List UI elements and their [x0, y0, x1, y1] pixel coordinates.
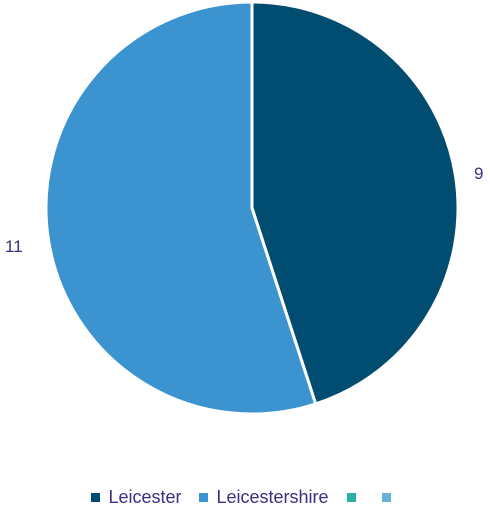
legend-item-4: [381, 493, 399, 502]
legend-swatch-4: [381, 493, 391, 502]
legend-item-leicester: Leicester: [91, 487, 181, 508]
pie-slice-leicestershire: [44, 0, 318, 416]
legend-item-3: [346, 493, 364, 502]
legend-label-leicestershire: Leicestershire: [216, 487, 329, 507]
pie-slices: [44, 0, 460, 416]
legend-label-leicester: Leicester: [108, 487, 182, 507]
data-label-leicestershire: 11: [5, 237, 23, 256]
legend-swatch-3: [346, 493, 356, 502]
legend-swatch-leicester: [91, 493, 101, 502]
data-labels: 9 11: [5, 164, 483, 256]
pie-slice-leicester: [250, 0, 460, 406]
data-label-leicester: 9: [474, 164, 483, 183]
legend-item-leicestershire: Leicestershire: [199, 487, 329, 508]
legend-swatch-leicestershire: [199, 493, 209, 502]
legend: Leicester Leicestershire: [0, 487, 490, 508]
